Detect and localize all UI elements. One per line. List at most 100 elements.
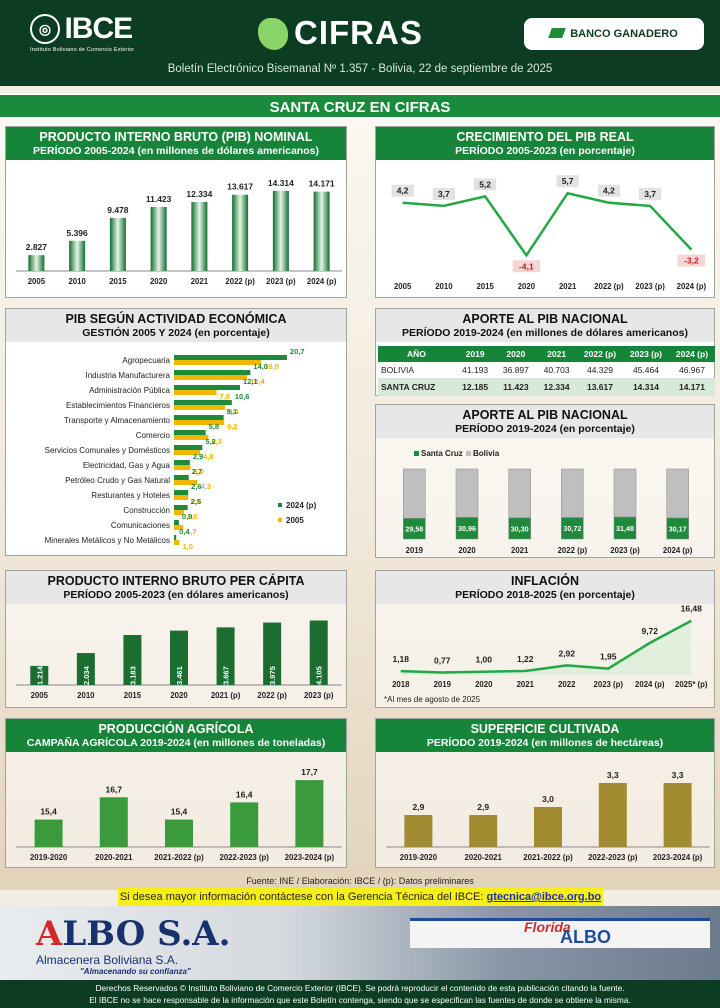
- legend-label-0: Santa Cruz: [421, 449, 463, 458]
- bank-sponsor-logo[interactable]: BANCO GANADERO: [524, 18, 704, 50]
- bank-icon: [548, 28, 567, 38]
- infl-title: INFLACIÓN: [510, 574, 580, 588]
- copyright: Derechos Reservados © Instituto Bolivian…: [0, 980, 720, 1008]
- category-label-7: Electricidad, Gas y Agua: [83, 461, 171, 470]
- tick-label-0: 2019: [406, 546, 424, 555]
- tick-label-3: 2022 (p): [558, 546, 588, 555]
- category-label-12: Minerales Metálicos y No Metálicos: [45, 536, 170, 545]
- category-label-0: Agropecuaria: [122, 356, 170, 365]
- bar-label-6: 14.314: [268, 178, 294, 188]
- tick-label-4: 2023-2024 (p): [285, 853, 335, 862]
- santa-cruz-map-icon: [258, 18, 288, 50]
- bar-0-8: [174, 475, 189, 480]
- tick-label-5: 2022 (p): [594, 282, 624, 291]
- bar-0: [28, 255, 45, 271]
- bar-label-1: 30,96: [458, 524, 476, 533]
- sup-chart: 2,9 2019-2020 2,9 2020-2021 3,0 2021-2022 (p)…: [386, 770, 710, 862]
- bar-label-2: 9.478: [107, 205, 129, 215]
- bar-3: [150, 207, 167, 271]
- point-label-7: -3,2: [684, 256, 699, 266]
- tick-label-4: 2023 (p): [610, 546, 640, 555]
- tick-label-6: 2023 (p): [266, 277, 296, 286]
- table-cell: 12.185: [454, 378, 496, 396]
- sup-header: SUPERFICIE CULTIVADA PERÍODO 2019-2024 (e…: [376, 719, 714, 752]
- ibce-globe-icon: ◎: [30, 14, 60, 44]
- sup-subtitle: PERÍODO 2019-2024 (en millones de hectár…: [426, 737, 664, 749]
- bar-label-3: 11.423: [146, 194, 172, 204]
- bar-1-1: [455, 468, 479, 518]
- albo-logo: ALBO S.A.: [36, 914, 231, 954]
- table-cell: SANTA CRUZ: [378, 378, 455, 396]
- pib-title: PRODUCTO INTERNO BRUTO (PIB) NOMINAL: [39, 130, 313, 144]
- bar-label-5: 30,17: [669, 524, 687, 533]
- contact-email-link[interactable]: gtecnica@ibce.org.bo: [486, 891, 602, 903]
- bar-label-1-9: 2,6: [191, 497, 201, 506]
- tick-label-4: 2022: [558, 680, 576, 689]
- bar-label-1-10: 1,8: [187, 512, 197, 521]
- copyright-line-2: El IBCE no se hace responsable de la inf…: [89, 995, 631, 1005]
- bar-1: [69, 240, 86, 271]
- agric-title: PRODUCCIÓN AGRÍCOLA: [98, 722, 254, 736]
- bar-label-0-9: 2,6: [191, 482, 201, 491]
- bar-0-4: [174, 415, 224, 420]
- bar-label-1-11: 1,7: [186, 527, 196, 536]
- bar-label-1-1: 13,4: [250, 377, 265, 386]
- bar-label-3: 30,72: [563, 524, 581, 533]
- bar-1: [76, 653, 95, 685]
- tick-label-3: 2022-2023 (p): [219, 853, 269, 862]
- section-title: SANTA CRUZ EN CIFRAS: [0, 93, 720, 119]
- point-label-3: 1,22: [517, 654, 534, 664]
- bar-1-4: [613, 468, 637, 518]
- bar-0: [34, 819, 63, 847]
- point-label-6: 9,72: [641, 626, 658, 636]
- bar-1-3: [561, 468, 584, 518]
- bar-0-7: [174, 460, 190, 465]
- legend-label-0: 2024 (p): [286, 501, 317, 510]
- tick-label-0: 2019-2020: [30, 853, 68, 862]
- tick-label-7: 2025* (p): [675, 680, 708, 689]
- bar-1: [469, 815, 498, 847]
- tick-label-3: 2022-2023 (p): [588, 853, 638, 862]
- column-header: 2024 (p): [668, 346, 715, 362]
- act-subtitle: GESTIÓN 2005 Y 2024 (en porcentaje): [82, 327, 270, 339]
- infl-card: INFLACIÓN PERÍODO 2018-2025 (en porcentaj…: [375, 570, 715, 708]
- tick-label-2: 2015: [109, 277, 127, 286]
- column-header: 2023 (p): [622, 346, 669, 362]
- bar-label-2: 3.183: [128, 666, 137, 685]
- line-area: [400, 620, 692, 675]
- albo-tagline: "Almacenando su confianza": [80, 967, 191, 976]
- inflation-note: *Al mes de agosto de 2025: [384, 695, 481, 704]
- tick-label-3: 2020: [518, 282, 536, 291]
- bar-1-3: [174, 405, 226, 410]
- bar-2: [123, 634, 142, 685]
- aporte-pct-header: APORTE AL PIB NACIONAL PERÍODO 2019-2024 …: [376, 405, 714, 438]
- bar-1-8: [174, 480, 198, 485]
- tick-label-4: 2021: [559, 282, 577, 291]
- table-cell: 46.967: [668, 362, 715, 379]
- bar-2: [165, 819, 193, 847]
- bar-label-0-5: 5,8: [209, 422, 219, 431]
- tick-label-5: 2022 (p): [257, 691, 287, 700]
- bar-label-4: 3.667: [222, 666, 231, 685]
- bar-label-0-12: 0,4: [179, 527, 190, 536]
- category-label-6: Servicios Comunales y Domésticos: [45, 446, 170, 455]
- tick-label-2: 2020: [475, 680, 493, 689]
- category-label-3: Establecimientos Financieros: [66, 401, 170, 410]
- bar-label-7: 14.171: [309, 179, 335, 189]
- tick-label-1: 2010: [435, 282, 453, 291]
- point-label-1: 3,7: [438, 189, 450, 199]
- label-box-4: [556, 175, 579, 188]
- table-cell: 14.171: [668, 378, 715, 396]
- tick-label-1: 2020: [458, 546, 476, 555]
- tick-label-1: 2010: [68, 277, 86, 286]
- bar-5: [263, 622, 282, 685]
- table-cell: 13.617: [576, 378, 623, 396]
- bar-label-2: 15,4: [171, 807, 188, 817]
- tick-label-0: 2018: [392, 680, 410, 689]
- act-chart: Agropecuaria 20,7 16,0 Industria Manufactur…: [45, 347, 317, 551]
- albo-advertisement[interactable]: ALBO S.A. Almacenera Boliviana S.A. "Alm…: [0, 906, 720, 980]
- label-box-6: [639, 187, 662, 200]
- tick-label-6: 2023 (p): [635, 282, 665, 291]
- label-box-0: [391, 184, 414, 197]
- bar-1-4: [174, 420, 225, 425]
